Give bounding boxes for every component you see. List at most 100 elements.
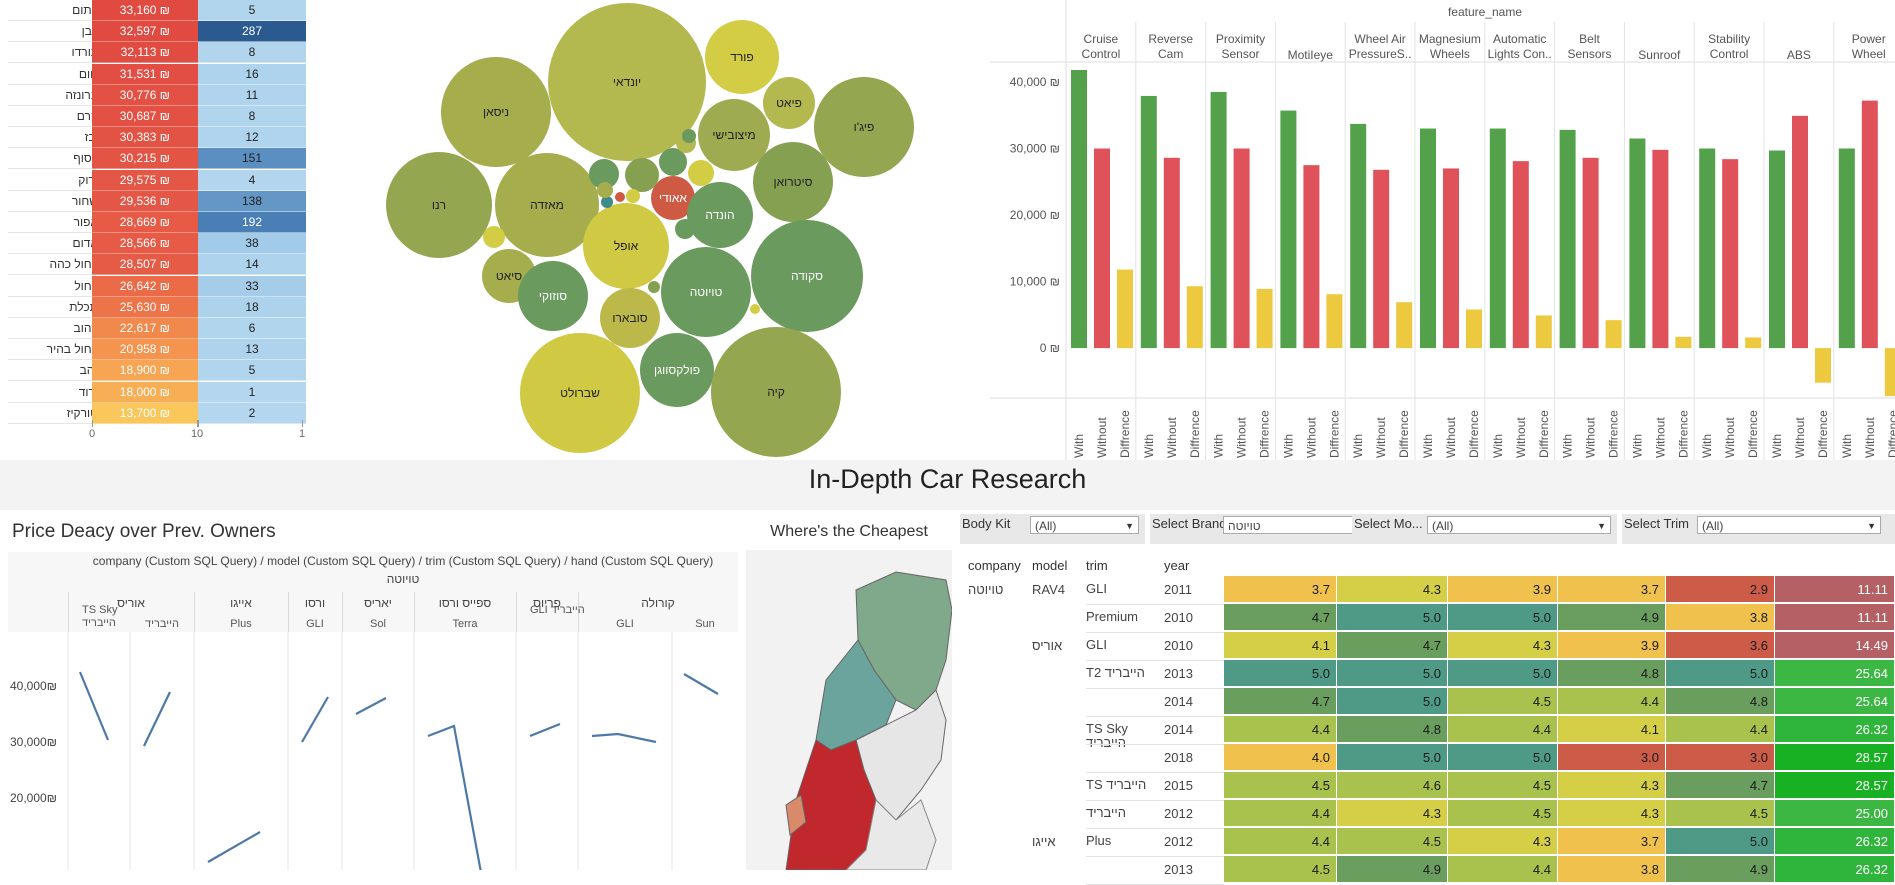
israel-map[interactable] (746, 550, 952, 870)
brand-bubble[interactable]: פורד (705, 20, 779, 94)
table-row[interactable]: 2014 4.7 5.0 4.5 4.4 4.8 25.64 (960, 688, 1895, 716)
brand-bubble[interactable] (675, 219, 695, 239)
filter-select-mo-[interactable]: Select Mo... (All) ▼ (1352, 514, 1617, 544)
brand-bubble[interactable]: מיצובישי (698, 99, 770, 171)
filter-dropdown[interactable]: (All) ▼ (1030, 516, 1139, 534)
year-cell: 2010 (1164, 610, 1193, 625)
table-row[interactable]: אוריס GLI 2010 4.1 4.7 4.3 3.9 3.6 14.49 (960, 632, 1895, 660)
color-row[interactable]: חום 31,531 ₪ 16 (0, 63, 310, 85)
y-tick-label: 20,000 ₪ (1010, 208, 1060, 222)
brand-bubble[interactable]: פיג'ו (814, 77, 914, 177)
bar-series-label: Without (1235, 417, 1249, 458)
year-cell: 2013 (1164, 666, 1193, 681)
color-row[interactable]: ירוק 29,575 ₪ 4 (0, 169, 310, 191)
color-row[interactable]: תכלת 25,630 ₪ 18 (0, 296, 310, 318)
color-name: ורוד (8, 382, 98, 403)
brand-bubble[interactable]: ניסאן (441, 57, 551, 167)
filter-value: (All) (1035, 519, 1057, 533)
brand-bubble[interactable]: סיטרואן (753, 142, 833, 222)
color-name: חום (8, 64, 98, 85)
color-row[interactable]: בורדו 32,113 ₪ 8 (0, 42, 310, 64)
feature-category-label: Magnesium (1419, 32, 1481, 46)
color-row[interactable]: אדום 28,566 ₪ 38 (0, 233, 310, 255)
filter-dropdown[interactable]: (All) ▼ (1697, 516, 1881, 534)
chevron-down-icon: ▼ (1125, 521, 1134, 531)
color-row[interactable]: כתום 33,160 ₪ 5 (0, 0, 310, 21)
color-row[interactable]: כחול 26,642 ₪ 33 (0, 275, 310, 297)
brand-bubble[interactable]: שברולט (520, 333, 640, 453)
brand-bubble[interactable]: הונדה (687, 182, 753, 248)
trim-cell: Plus (1086, 833, 1112, 848)
brand-bubble[interactable]: סובארו (600, 288, 660, 348)
brand-bubble[interactable] (625, 158, 659, 192)
brand-bubble[interactable]: רנו (386, 152, 492, 258)
filter-value: (All) (1432, 519, 1454, 533)
score-cell: 4.4 (1448, 716, 1558, 743)
score-cell: 28.57 (1775, 772, 1895, 799)
color-row[interactable]: טורקיז 13,700 ₪ 2 (0, 402, 310, 424)
decay-company-label: טויוטה (386, 572, 420, 586)
feature-category-label: Power (1852, 32, 1886, 46)
feature-bar (1652, 149, 1669, 349)
table-row[interactable]: אייגו Plus 2012 4.4 4.5 4.3 3.7 5.0 26.32 (960, 828, 1895, 856)
row-divider (1086, 716, 1224, 717)
price-decay-line (143, 691, 171, 747)
table-row[interactable]: טויוטה RAV4 GLI 2011 3.7 4.3 3.9 3.7 2.9 11.11 (960, 576, 1895, 604)
brand-bubble[interactable] (682, 129, 696, 143)
table-row[interactable]: 2018 4.0 5.0 5.0 3.0 3.0 28.57 (960, 744, 1895, 772)
color-row[interactable]: ברונזה 30,776 ₪ 11 (0, 84, 310, 106)
filter-dropdown[interactable]: (All) ▼ (1427, 516, 1611, 534)
brand-bubble[interactable] (483, 226, 505, 248)
table-row[interactable]: TS Sky הייבריד 2014 4.4 4.8 4.4 4.1 4.4 26.32 (960, 716, 1895, 750)
brand-bubble[interactable] (688, 160, 714, 186)
brand-bubble[interactable] (648, 281, 660, 293)
color-row[interactable]: לבן 32,597 ₪ 287 (0, 21, 310, 43)
feature-bar (1582, 157, 1599, 349)
brand-bubble[interactable]: טויוטה (661, 247, 751, 337)
brand-bubble[interactable]: פיאט (763, 77, 815, 129)
color-row[interactable]: כסוף 30,215 ₪ 151 (0, 148, 310, 170)
brand-bubble[interactable]: קיה (711, 327, 841, 457)
table-row[interactable]: הייבריד 2012 4.4 4.3 4.5 4.3 4.5 25.00 (960, 800, 1895, 828)
table-row[interactable]: 2013 4.5 4.9 4.4 3.8 4.9 26.32 (960, 856, 1895, 884)
brand-bubble[interactable]: פולקסווגן (640, 333, 714, 407)
color-row[interactable]: כחול כהה 28,507 ₪ 14 (0, 254, 310, 276)
color-row[interactable]: כחול בהיר 20,958 ₪ 13 (0, 339, 310, 361)
bar-series-label: Diffrence (1886, 410, 1895, 458)
feature-bar (1769, 150, 1785, 349)
brand-bubble[interactable] (601, 196, 613, 208)
color-row[interactable]: אפור 28,669 ₪ 192 (0, 212, 310, 233)
color-row[interactable]: קרם 30,687 ₪ 8 (0, 106, 310, 127)
brand-bubble-label: אופל (613, 239, 639, 253)
color-count: 1 (198, 381, 306, 403)
table-row[interactable]: TS הייבריד 2015 4.5 4.6 4.5 4.3 4.7 28.57 (960, 772, 1895, 800)
feature-category-label: Sensor (1221, 47, 1259, 61)
filter-dropdown[interactable]: טויוטה▼ (1223, 516, 1374, 534)
brand-bubble[interactable] (597, 182, 613, 198)
color-row[interactable]: שחור 29,536 ₪ 138 (0, 190, 310, 212)
color-row[interactable]: זהב 18,900 ₪ 5 (0, 360, 310, 382)
table-row[interactable]: T2 הייבריד 2013 5.0 5.0 5.0 4.8 5.0 25.64 (960, 660, 1895, 688)
brand-bubble[interactable]: סוזוקי (518, 261, 588, 331)
brand-bubble-chart: יונדאי ניסאן פורד פיאט פיג'ו מיצובישי רנו מאזדה… (380, 0, 940, 460)
filter-select-trim[interactable]: Select Trim (All) ▼ (1622, 514, 1895, 544)
brand-bubble[interactable]: סקודה (751, 220, 863, 332)
color-row[interactable]: בז'30,383 ₪12 (0, 127, 310, 149)
brand-bubble[interactable] (615, 192, 625, 202)
color-row[interactable]: צהוב 22,617 ₪ 6 (0, 318, 310, 339)
color-name: צהוב (8, 318, 98, 339)
row-divider (1086, 800, 1224, 801)
brand-bubble[interactable]: מאזדה (495, 153, 599, 257)
brand-bubble[interactable] (750, 304, 760, 314)
brand-bubble-label: פיאט (776, 96, 802, 110)
brand-bubble[interactable] (659, 148, 687, 176)
color-row[interactable]: ורוד 18,000 ₪ 1 (0, 381, 310, 403)
brand-bubble[interactable]: אופל (583, 203, 669, 289)
filter-body-kit[interactable]: Body Kit (All) ▼ (960, 514, 1145, 544)
brand-bubble[interactable] (626, 189, 640, 203)
table-row[interactable]: Premium 2010 4.7 5.0 5.0 4.9 3.8 11.11 (960, 604, 1895, 632)
decay-model-separator (288, 592, 289, 632)
price-decay-line (427, 724, 482, 870)
map-region-south (785, 739, 877, 870)
